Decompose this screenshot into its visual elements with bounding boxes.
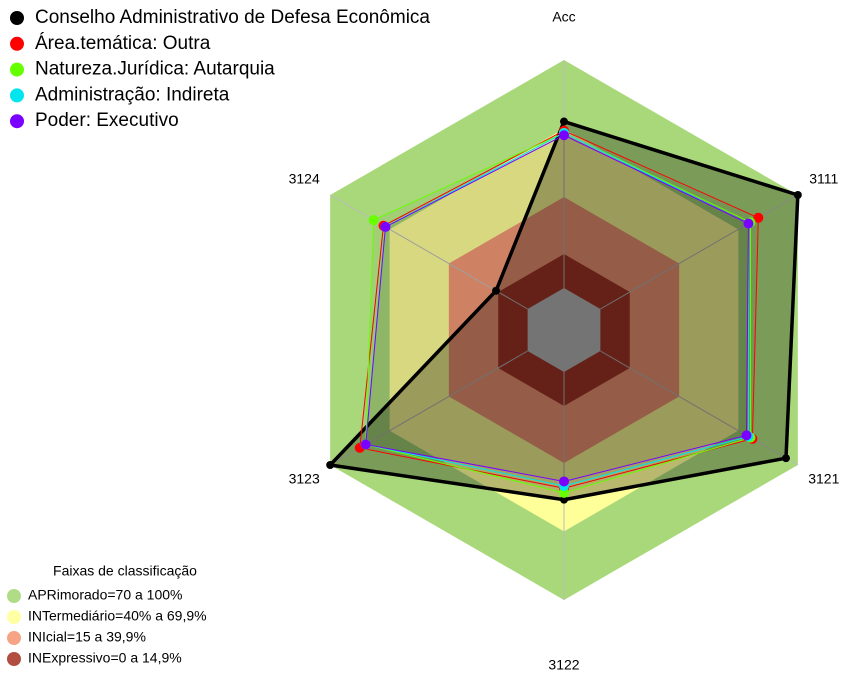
band-legend-marker <box>7 631 21 645</box>
legend-label: Conselho Administrativo de Defesa Econôm… <box>35 7 430 28</box>
axis-label: Acc <box>552 9 575 25</box>
legend-marker <box>10 11 24 25</box>
band-legend-marker <box>7 610 21 624</box>
legend-marker <box>10 62 24 77</box>
series-point <box>492 286 501 295</box>
series-point <box>753 212 764 223</box>
series-point <box>781 454 790 463</box>
series-point <box>560 495 568 504</box>
series-point <box>743 218 754 229</box>
series-point <box>559 476 569 487</box>
radar-center <box>527 288 601 372</box>
band-legend-marker <box>7 589 21 603</box>
spoke <box>600 194 799 310</box>
series-point <box>368 215 379 226</box>
legend-label: Poder: Executivo <box>35 110 179 131</box>
series-point <box>793 191 802 199</box>
axis-label: 3123 <box>289 471 320 487</box>
legend-marker <box>10 36 24 51</box>
axis-label: 3121 <box>808 471 839 487</box>
legend-label: Natureza.Jurídica: Autarquia <box>35 59 275 80</box>
series-point <box>326 461 335 469</box>
legend-marker <box>10 114 24 129</box>
series-point <box>559 487 569 498</box>
series-point <box>360 439 371 450</box>
axis-label: 3111 <box>809 171 838 187</box>
bands-legend-title: Faixas de classificação <box>53 563 197 579</box>
legend-label: Área.temática: Outra <box>35 33 211 54</box>
legend-marker <box>10 88 24 103</box>
band-legend-label: INIcial=15 a 39,9% <box>28 629 146 645</box>
series-point <box>559 130 569 141</box>
band-legend-label: INExpressivo=0 a 14,9% <box>28 650 182 666</box>
series-point <box>560 117 568 126</box>
band-legend-label: INTermediário=40% a 69,9% <box>28 608 207 624</box>
axis-label: 3124 <box>289 171 320 187</box>
band-legend-marker <box>7 652 21 666</box>
axis-label: 3122 <box>548 657 579 673</box>
spoke <box>600 350 799 466</box>
band-legend-label: APRimorado=70 a 100% <box>28 587 183 603</box>
legend-label: Administração: Indireta <box>35 84 230 105</box>
series-point <box>741 430 752 441</box>
series-point <box>380 221 391 232</box>
